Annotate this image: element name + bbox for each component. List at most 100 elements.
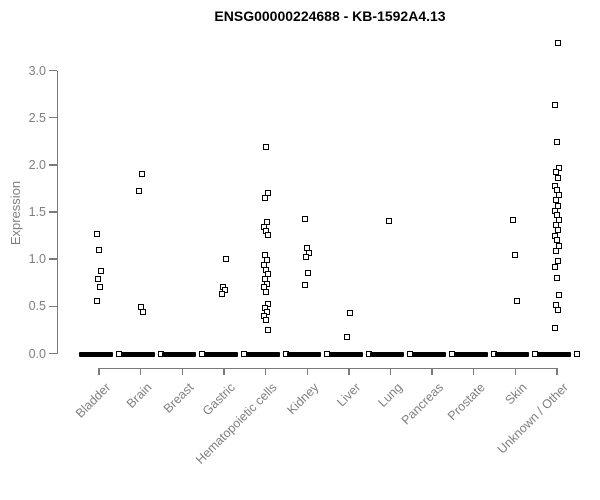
data-point bbox=[555, 40, 562, 47]
y-tick bbox=[49, 305, 57, 308]
data-point bbox=[555, 226, 562, 233]
x-tick bbox=[348, 367, 350, 375]
data-point bbox=[552, 325, 559, 332]
y-tick-label: 1.5 bbox=[28, 205, 46, 219]
data-point bbox=[138, 171, 145, 178]
x-category-label: Lung bbox=[375, 380, 405, 410]
x-category-label: Kidney bbox=[284, 380, 322, 418]
x-category-label: Hematopoietic cells bbox=[193, 380, 280, 467]
y-tick bbox=[49, 211, 57, 213]
data-point bbox=[261, 194, 268, 201]
y-tick-label: 0.0 bbox=[28, 346, 46, 361]
y-tick bbox=[49, 69, 57, 72]
x-category-label: Bladder bbox=[72, 380, 114, 421]
chart-title: ENSG00000224688 - KB-1592A4.13 bbox=[214, 8, 446, 24]
data-point bbox=[263, 257, 270, 264]
y-tick bbox=[49, 164, 57, 166]
x-category-label: Gastric bbox=[200, 380, 239, 419]
x-category-label: Brain bbox=[124, 380, 155, 411]
x-tick bbox=[139, 367, 142, 375]
data-point bbox=[302, 281, 309, 288]
zero-expression-dash bbox=[370, 351, 405, 357]
x-tick bbox=[389, 367, 392, 375]
data-point bbox=[552, 102, 559, 109]
data-point bbox=[98, 268, 104, 275]
data-point bbox=[552, 263, 559, 270]
data-point bbox=[303, 254, 310, 261]
zero-expression-dash bbox=[79, 351, 113, 357]
data-point bbox=[556, 216, 563, 223]
x-category-label: Liver bbox=[333, 380, 364, 410]
x-tick bbox=[514, 367, 517, 375]
data-point bbox=[554, 139, 561, 146]
data-point bbox=[302, 215, 309, 222]
y-tick-label: 2.0 bbox=[28, 157, 46, 172]
x-category-label: Skin bbox=[502, 380, 530, 408]
x-category-label: Prostate bbox=[445, 380, 488, 424]
zero-expression-dash bbox=[495, 351, 530, 357]
y-tick-label: 2.5 bbox=[28, 110, 46, 125]
zero-expression-dash bbox=[412, 351, 447, 357]
data-point bbox=[221, 287, 228, 294]
data-point bbox=[553, 247, 560, 254]
data-point bbox=[264, 231, 271, 238]
zero-expression-dash bbox=[162, 351, 197, 357]
x-tick bbox=[306, 367, 308, 375]
data-point bbox=[94, 230, 100, 237]
x-category-label: Breast bbox=[161, 380, 197, 416]
data-point bbox=[305, 270, 312, 277]
x-tick bbox=[223, 367, 225, 375]
data-point bbox=[555, 307, 562, 314]
zero-expression-dash bbox=[537, 351, 572, 357]
zero-expression-dash bbox=[245, 351, 280, 357]
y-tick bbox=[49, 352, 57, 355]
data-point bbox=[514, 297, 521, 304]
data-point bbox=[218, 291, 225, 298]
zero-expression-dash bbox=[453, 351, 488, 357]
y-tick bbox=[49, 258, 57, 260]
y-tick-label: 0.5 bbox=[28, 299, 46, 314]
data-point bbox=[264, 326, 271, 333]
data-point bbox=[556, 164, 563, 171]
data-point bbox=[263, 308, 270, 315]
data-point bbox=[95, 275, 101, 282]
data-point bbox=[554, 275, 561, 282]
x-tick bbox=[264, 367, 267, 375]
data-point bbox=[97, 284, 103, 291]
y-axis-line bbox=[56, 70, 58, 354]
data-point bbox=[96, 246, 102, 253]
zero-expression-dash bbox=[203, 351, 238, 357]
x-tick bbox=[181, 367, 183, 375]
data-point bbox=[555, 258, 562, 265]
data-point bbox=[264, 271, 271, 278]
data-point bbox=[556, 292, 563, 298]
data-point bbox=[306, 249, 313, 256]
data-point bbox=[263, 219, 270, 226]
data-point bbox=[262, 289, 269, 296]
data-point bbox=[512, 252, 519, 259]
zero-expression-dash bbox=[287, 351, 322, 357]
x-tick bbox=[98, 367, 100, 375]
data-point bbox=[222, 256, 229, 263]
zero-expression-dash bbox=[328, 351, 363, 357]
data-point bbox=[555, 203, 562, 210]
data-point bbox=[139, 308, 146, 315]
data-point bbox=[553, 169, 560, 176]
zero-expression-point bbox=[574, 351, 581, 357]
data-point bbox=[386, 218, 393, 225]
y-tick bbox=[49, 116, 57, 119]
x-axis-line bbox=[98, 367, 558, 369]
data-point bbox=[510, 216, 517, 223]
y-tick-label: 1.0 bbox=[28, 252, 46, 267]
x-tick bbox=[556, 367, 558, 375]
zero-expression-dash bbox=[120, 351, 155, 357]
y-tick-label: 3.0 bbox=[28, 63, 46, 78]
data-point bbox=[343, 333, 350, 340]
data-point bbox=[556, 242, 563, 249]
data-point bbox=[94, 297, 100, 304]
x-tick bbox=[431, 367, 433, 375]
data-point bbox=[135, 188, 142, 195]
data-point bbox=[262, 316, 269, 323]
x-category-label: Pancreas bbox=[399, 380, 447, 428]
